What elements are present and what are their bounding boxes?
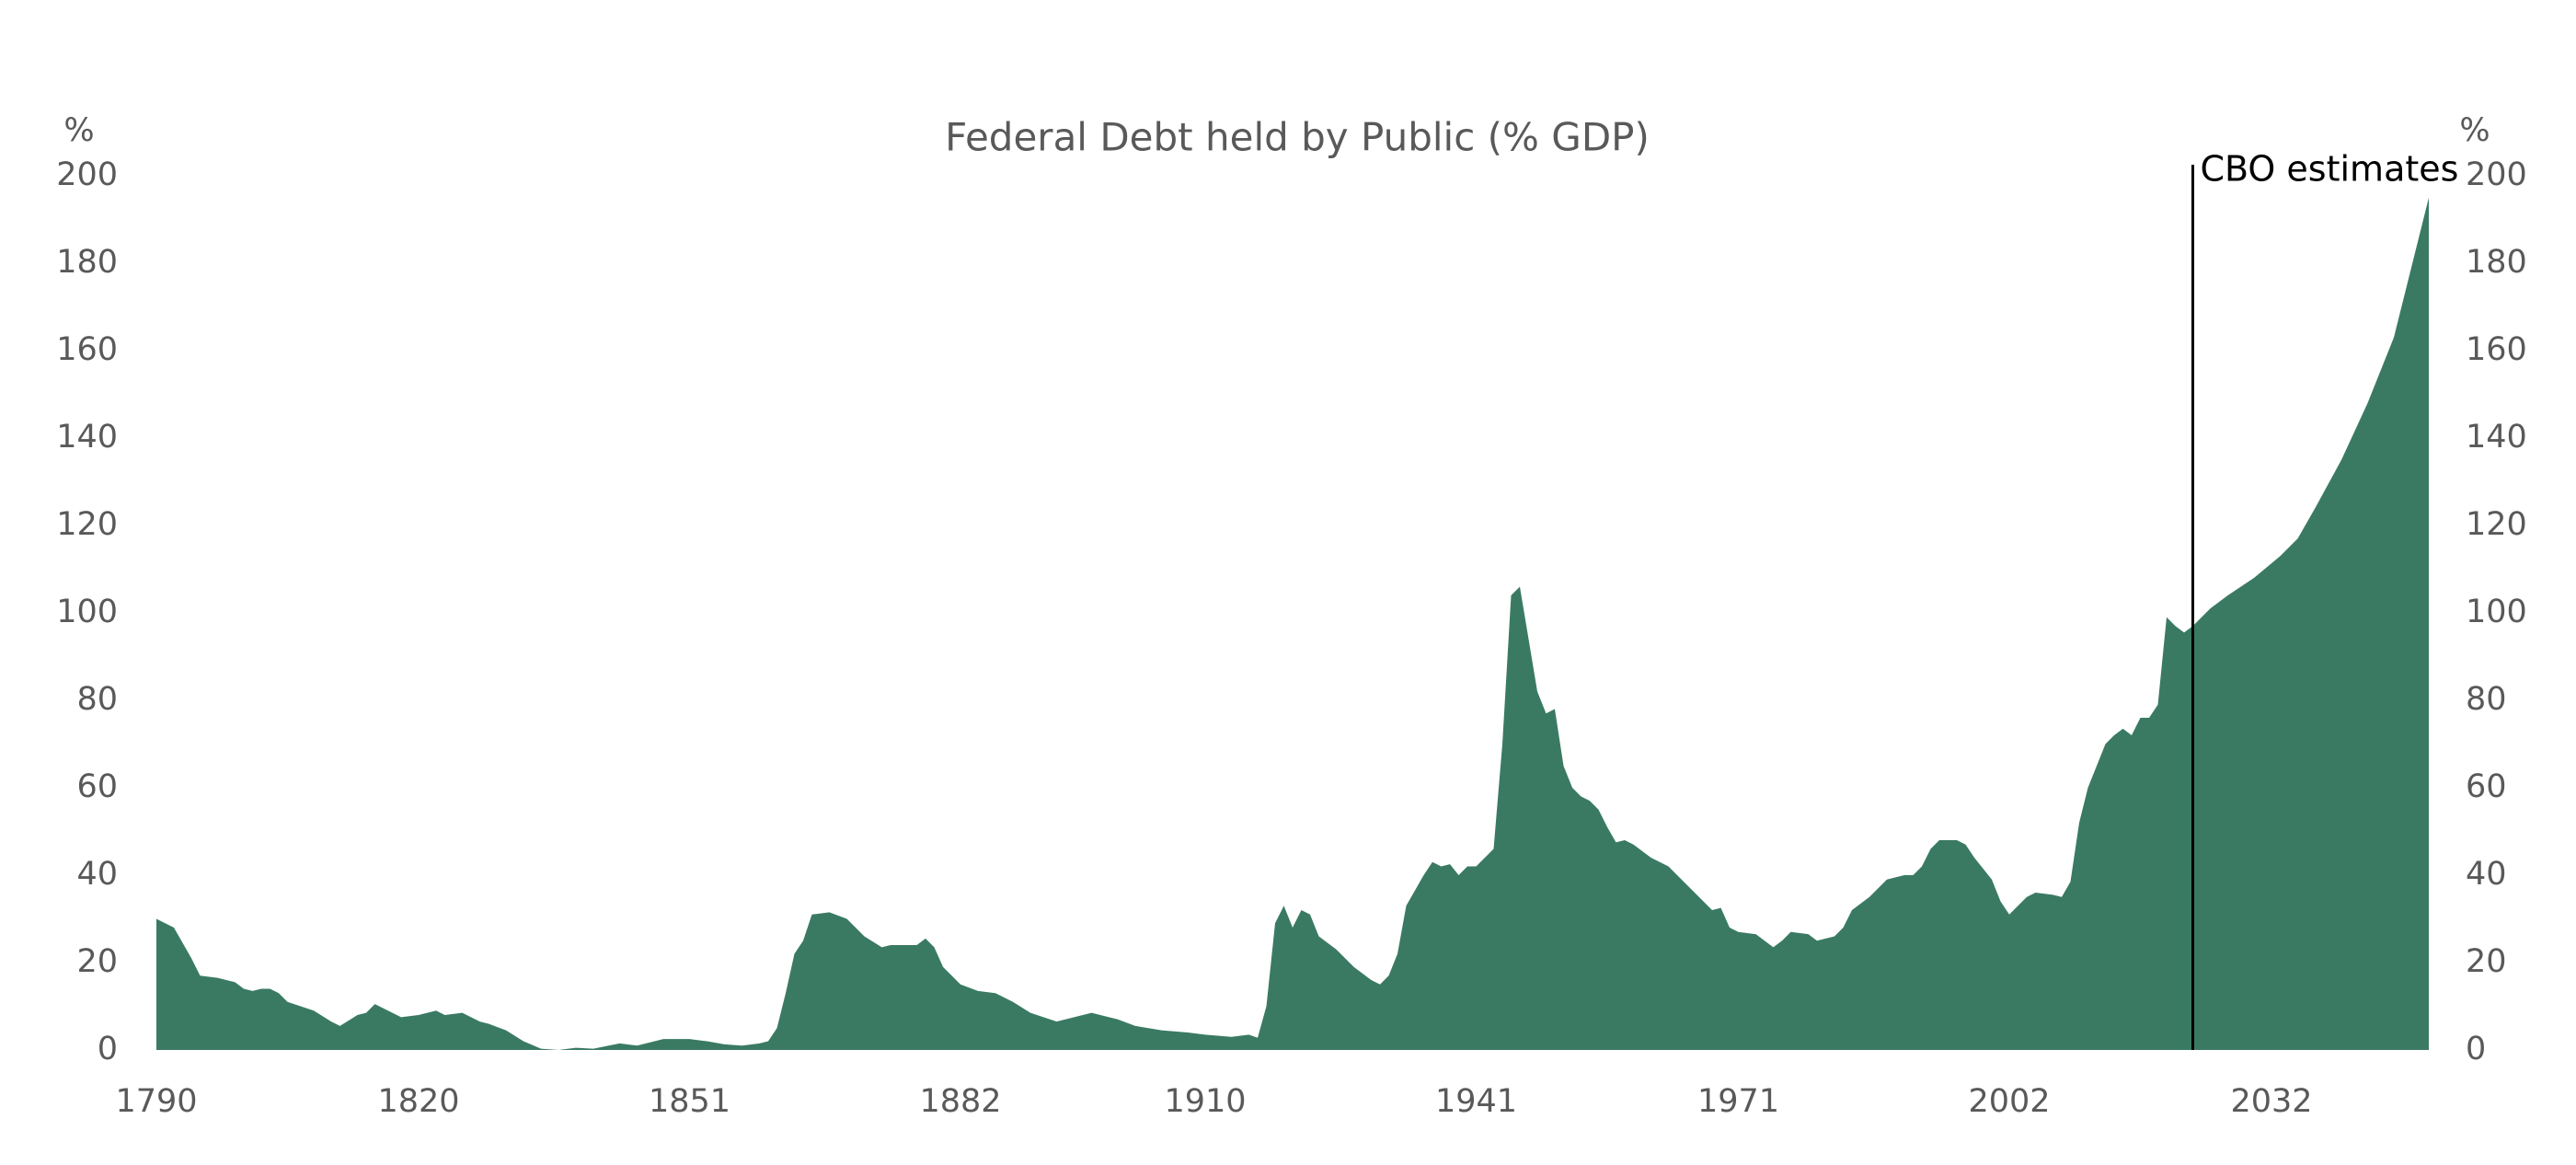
- x-tick-label: 1820: [377, 1083, 459, 1120]
- y2-tick-label: 160: [2466, 331, 2527, 368]
- y-tick-label: 20: [76, 943, 118, 980]
- y2-tick-label: 180: [2466, 244, 2527, 281]
- y2-tick-label: 80: [2466, 681, 2507, 718]
- area: [156, 197, 2429, 1050]
- y2-tick-label: 200: [2466, 156, 2527, 193]
- y-tick-label: 0: [98, 1031, 118, 1067]
- y-tick-label: 200: [56, 156, 118, 193]
- y2-axis-label: %: [2459, 112, 2490, 149]
- y-tick-label: 100: [56, 594, 118, 630]
- y-tick-label: 80: [76, 681, 118, 718]
- x-tick-label: 1882: [919, 1083, 1001, 1120]
- y2-tick-label: 140: [2466, 419, 2527, 456]
- y-tick-label: 160: [56, 331, 118, 368]
- y2-tick-label: 0: [2466, 1031, 2486, 1067]
- x-tick-label: 1851: [649, 1083, 730, 1120]
- y-tick-label: 40: [76, 856, 118, 893]
- y-axis-label: %: [63, 112, 94, 149]
- chart-title: Federal Debt held by Public (% GDP): [945, 115, 1650, 160]
- y-tick-label: 60: [76, 768, 118, 805]
- y2-tick-label: 20: [2466, 943, 2507, 980]
- y2-tick-label: 60: [2466, 768, 2507, 805]
- x-tick-label: 2002: [1968, 1083, 2050, 1120]
- y2-tick-label: 40: [2466, 856, 2507, 893]
- y-tick-label: 120: [56, 506, 118, 543]
- x-tick-label: 2032: [2230, 1083, 2312, 1120]
- y-tick-label: 180: [56, 244, 118, 281]
- y2-tick-label: 100: [2466, 594, 2527, 630]
- x-tick-label: 1971: [1697, 1083, 1779, 1120]
- y-tick-label: 140: [56, 419, 118, 456]
- annotation-text: CBO estimates: [2201, 149, 2459, 190]
- x-tick-label: 1790: [115, 1083, 197, 1120]
- x-tick-label: 1910: [1164, 1083, 1246, 1120]
- y2-tick-label: 120: [2466, 506, 2527, 543]
- x-tick-label: 1941: [1435, 1083, 1517, 1120]
